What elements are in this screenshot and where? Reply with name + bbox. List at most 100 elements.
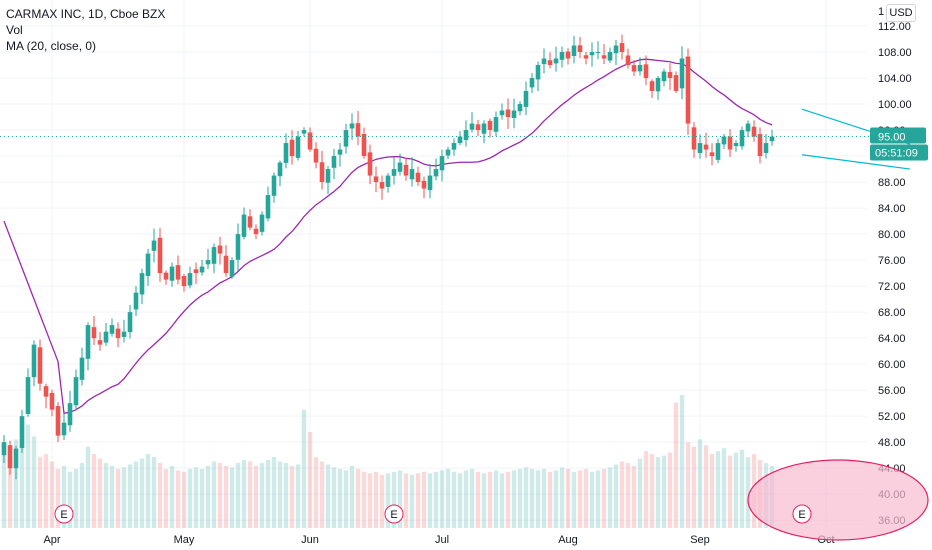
volume-bar bbox=[727, 455, 733, 528]
candle bbox=[535, 65, 541, 80]
earnings-marker bbox=[792, 504, 812, 524]
volume-bar bbox=[583, 468, 589, 528]
candle bbox=[469, 123, 475, 130]
volume-bar bbox=[709, 454, 715, 528]
volume-bar bbox=[607, 467, 613, 528]
candle bbox=[571, 45, 577, 56]
candle bbox=[55, 406, 61, 436]
candle bbox=[643, 64, 649, 79]
volume-bar bbox=[433, 471, 439, 528]
candle bbox=[85, 325, 91, 359]
volume-bar bbox=[151, 457, 157, 528]
volume-bar bbox=[121, 467, 127, 528]
volume-bar bbox=[187, 468, 193, 528]
volume-bar bbox=[217, 462, 223, 528]
volume-bar bbox=[649, 454, 655, 528]
volume-bar bbox=[391, 471, 397, 528]
volume-bar bbox=[109, 465, 115, 528]
candle bbox=[511, 110, 517, 118]
candle bbox=[343, 130, 349, 147]
volume-bar bbox=[169, 465, 175, 528]
candle bbox=[601, 55, 607, 59]
currency-button[interactable]: USD bbox=[886, 4, 916, 22]
candle bbox=[769, 136, 775, 142]
volume-bar bbox=[475, 471, 481, 528]
volume-bar bbox=[517, 468, 523, 528]
volume-bar bbox=[385, 473, 391, 528]
legend-volume[interactable]: Vol bbox=[6, 23, 23, 37]
candle bbox=[721, 136, 727, 145]
volume-bar bbox=[61, 465, 67, 528]
volume-bar bbox=[31, 436, 37, 528]
candle bbox=[61, 422, 67, 436]
earnings-marker bbox=[54, 504, 74, 524]
volume-bar bbox=[535, 470, 541, 528]
candle bbox=[337, 149, 343, 155]
volume-bar bbox=[73, 468, 79, 528]
volume-bar bbox=[457, 473, 463, 528]
volume-bar bbox=[619, 461, 625, 528]
candle bbox=[739, 130, 745, 147]
volume-bar bbox=[493, 470, 499, 528]
volume-bar bbox=[85, 446, 91, 528]
y-tick-label: 56.00 bbox=[878, 385, 906, 397]
candle bbox=[25, 377, 31, 414]
candle bbox=[1, 442, 7, 456]
volume-bar bbox=[715, 451, 721, 528]
candle bbox=[523, 91, 529, 107]
candle bbox=[319, 162, 325, 183]
trend-line bbox=[801, 154, 911, 170]
candle bbox=[427, 175, 433, 191]
candle bbox=[331, 156, 337, 168]
volume-bar bbox=[1, 451, 7, 528]
candle bbox=[49, 392, 55, 410]
volume-bar bbox=[211, 461, 217, 528]
candle bbox=[115, 328, 121, 339]
candle bbox=[583, 55, 589, 59]
candle bbox=[247, 216, 253, 228]
volume-bar bbox=[295, 464, 301, 528]
candle bbox=[157, 237, 163, 274]
candle bbox=[19, 416, 25, 448]
volume-bar bbox=[601, 468, 607, 528]
y-tick-label: 80.00 bbox=[878, 229, 906, 241]
candle bbox=[541, 58, 547, 65]
candle bbox=[7, 445, 13, 469]
volume-bar bbox=[19, 446, 25, 528]
y-tick-label: 48.00 bbox=[878, 437, 906, 449]
candle bbox=[595, 52, 601, 54]
volume-bar bbox=[307, 431, 313, 528]
volume-bar bbox=[421, 471, 427, 528]
candle bbox=[109, 325, 115, 334]
candle bbox=[409, 169, 415, 180]
candle bbox=[757, 134, 763, 157]
candle bbox=[625, 55, 631, 66]
last-price-label: 95.00 bbox=[878, 132, 906, 144]
candle bbox=[631, 65, 637, 72]
candle bbox=[745, 123, 751, 132]
candle bbox=[121, 331, 127, 337]
candle bbox=[43, 386, 49, 397]
candle bbox=[181, 276, 187, 287]
volume-bar bbox=[469, 468, 475, 528]
candle bbox=[577, 45, 583, 53]
volume-bar bbox=[145, 454, 151, 528]
candle bbox=[403, 164, 409, 176]
candle bbox=[439, 156, 445, 171]
candle bbox=[313, 148, 319, 163]
volume-bar bbox=[67, 471, 73, 528]
candle bbox=[421, 180, 427, 189]
volume-bar bbox=[403, 473, 409, 528]
countdown-label: 05:51:09 bbox=[875, 148, 918, 160]
legend-moving-average[interactable]: MA (20, close, 0) bbox=[6, 39, 97, 53]
y-tick-label: 76.00 bbox=[878, 255, 906, 267]
candle bbox=[307, 132, 313, 150]
volume-bar bbox=[463, 470, 469, 528]
candle bbox=[529, 78, 535, 88]
candle bbox=[733, 143, 739, 147]
volume-bar bbox=[529, 468, 535, 528]
candle bbox=[127, 312, 133, 333]
volume-bar bbox=[595, 470, 601, 528]
y-tick-label: 72.00 bbox=[878, 281, 906, 293]
